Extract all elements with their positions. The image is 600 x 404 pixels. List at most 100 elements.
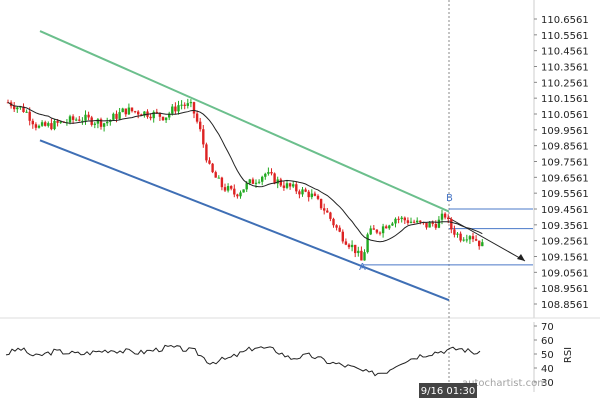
candle-body bbox=[242, 189, 245, 193]
candle bbox=[233, 184, 236, 198]
rsi-tick-label: 30 bbox=[541, 378, 554, 389]
candle bbox=[199, 117, 202, 132]
candle-body bbox=[68, 116, 72, 123]
moving-average-line bbox=[7, 101, 483, 243]
candle-body bbox=[397, 218, 400, 220]
candle-body bbox=[93, 123, 96, 125]
candle-body bbox=[279, 179, 282, 186]
candle bbox=[152, 110, 155, 123]
candle bbox=[338, 225, 341, 233]
candle bbox=[388, 224, 391, 230]
candle bbox=[217, 175, 220, 179]
price-tick-label: 110.6561 bbox=[541, 15, 589, 26]
candle-body bbox=[344, 241, 348, 245]
candle bbox=[344, 238, 348, 246]
candle-body bbox=[409, 221, 413, 223]
candle-body bbox=[143, 111, 146, 116]
candle bbox=[81, 117, 84, 125]
candle-body bbox=[102, 123, 106, 127]
price-tick-label: 110.3561 bbox=[541, 63, 589, 74]
candle-body bbox=[78, 119, 81, 121]
candle-body bbox=[87, 114, 90, 118]
candle-body bbox=[437, 219, 441, 228]
candle-body bbox=[180, 104, 183, 106]
candle-body bbox=[245, 183, 248, 190]
candle-body bbox=[329, 212, 332, 219]
candle bbox=[214, 170, 217, 178]
candle bbox=[251, 177, 255, 184]
candle bbox=[357, 246, 360, 257]
chart-grid bbox=[0, 0, 600, 392]
candle-body bbox=[183, 104, 186, 106]
candle-body bbox=[124, 108, 127, 115]
candle bbox=[264, 172, 267, 180]
candle bbox=[292, 181, 295, 189]
candle bbox=[44, 120, 47, 127]
candle bbox=[71, 114, 75, 124]
candle-body bbox=[152, 111, 155, 119]
candle-body bbox=[363, 252, 366, 261]
candle-body bbox=[403, 217, 406, 221]
candle-body bbox=[468, 236, 472, 240]
candle bbox=[180, 100, 183, 110]
candle bbox=[78, 116, 81, 122]
candle bbox=[366, 232, 369, 254]
candle-body bbox=[462, 239, 465, 241]
candle bbox=[158, 112, 162, 121]
time-label-box: 9/16 01:30 bbox=[419, 383, 477, 398]
candle bbox=[335, 224, 338, 231]
rsi-tick-label: 40 bbox=[541, 364, 554, 375]
candle bbox=[450, 217, 453, 234]
candle bbox=[282, 181, 286, 191]
candle-body bbox=[22, 106, 25, 113]
candle bbox=[329, 211, 332, 222]
candle bbox=[25, 109, 28, 113]
candle-body bbox=[431, 222, 434, 224]
candle-body bbox=[465, 239, 468, 241]
candle bbox=[409, 217, 413, 224]
price-tick-label: 110.4561 bbox=[541, 47, 589, 58]
candle bbox=[347, 243, 351, 250]
candle bbox=[316, 194, 320, 201]
candle-body bbox=[47, 123, 50, 126]
candle-body bbox=[84, 114, 87, 121]
candle-body bbox=[96, 119, 100, 124]
candle-body bbox=[267, 172, 270, 174]
candle bbox=[68, 114, 72, 125]
candle bbox=[189, 99, 193, 108]
candle-body bbox=[366, 234, 369, 253]
candle-body bbox=[226, 186, 230, 191]
candle-body bbox=[416, 220, 419, 223]
candle bbox=[87, 111, 90, 121]
rsi-panel: 70 60 50 40 30 RSI bbox=[5, 322, 574, 389]
candle bbox=[468, 234, 472, 244]
candle-body bbox=[319, 198, 323, 209]
candle-body bbox=[456, 233, 459, 235]
candle-body bbox=[121, 108, 124, 113]
price-tick-label: 109.8561 bbox=[541, 142, 589, 153]
candle-body bbox=[443, 213, 447, 218]
candle bbox=[183, 102, 186, 110]
candle bbox=[50, 118, 53, 131]
candle bbox=[121, 107, 124, 113]
candle-body bbox=[378, 232, 382, 234]
candle-body bbox=[332, 218, 335, 226]
candle-body bbox=[313, 193, 317, 196]
candle bbox=[453, 225, 456, 238]
candle-body bbox=[99, 119, 103, 127]
candle-body bbox=[360, 250, 363, 261]
candle-body bbox=[474, 239, 478, 241]
candle bbox=[443, 212, 447, 220]
candle bbox=[164, 117, 168, 123]
candle-body bbox=[13, 106, 16, 110]
candle-body bbox=[164, 117, 168, 121]
candle bbox=[37, 124, 41, 129]
candle bbox=[137, 110, 140, 119]
candle bbox=[257, 179, 261, 185]
candle bbox=[273, 172, 276, 185]
candle-body bbox=[127, 107, 131, 115]
price-tick-label: 109.9561 bbox=[541, 126, 589, 137]
candle bbox=[285, 179, 289, 190]
candle-body bbox=[28, 111, 31, 121]
candle-body bbox=[385, 226, 388, 229]
